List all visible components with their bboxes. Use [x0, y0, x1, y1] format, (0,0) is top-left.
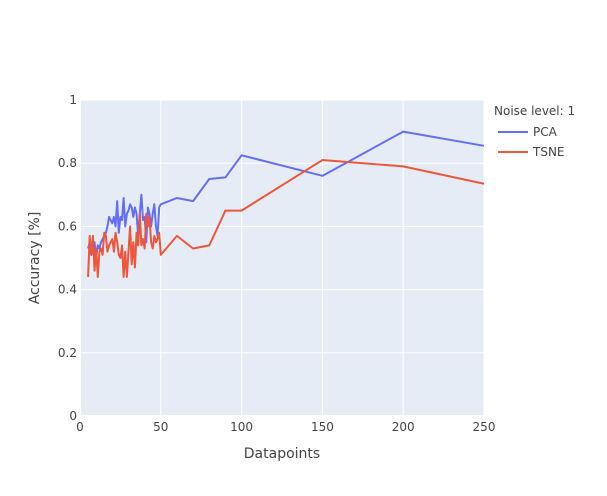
series-layer — [87, 130, 485, 278]
x-tick-label: 0 — [76, 420, 84, 434]
y-tick-label: 0.4 — [58, 283, 77, 297]
legend-title: Noise level: 1 — [494, 104, 575, 118]
legend: Noise level: 1 PCA TSNE — [494, 104, 575, 159]
legend-label-tsne[interactable]: TSNE — [532, 145, 565, 159]
y-tick-label: 0 — [69, 409, 77, 423]
plot-background — [80, 100, 484, 416]
y-tick-label: 0.6 — [58, 219, 77, 233]
x-axis-title: Datapoints — [244, 446, 320, 462]
y-tick-label: 1 — [69, 93, 77, 107]
x-axis-ticks: 0 50 100 150 200 250 — [76, 420, 495, 434]
x-tick-label: 200 — [392, 420, 415, 434]
legend-label-pca[interactable]: PCA — [533, 125, 558, 139]
y-axis-ticks: 0 0.2 0.4 0.6 0.8 1 — [58, 93, 77, 423]
gridlines — [79, 99, 485, 417]
x-tick-label: 250 — [473, 420, 496, 434]
y-tick-label: 0.2 — [58, 346, 77, 360]
y-axis-title: Accuracy [%] — [27, 212, 43, 305]
series-line-pca — [87, 130, 485, 259]
x-tick-label: 100 — [230, 420, 253, 434]
x-tick-label: 50 — [153, 420, 168, 434]
series-line-tsne — [87, 159, 485, 278]
y-tick-label: 0.8 — [58, 156, 77, 170]
x-tick-label: 150 — [311, 420, 334, 434]
